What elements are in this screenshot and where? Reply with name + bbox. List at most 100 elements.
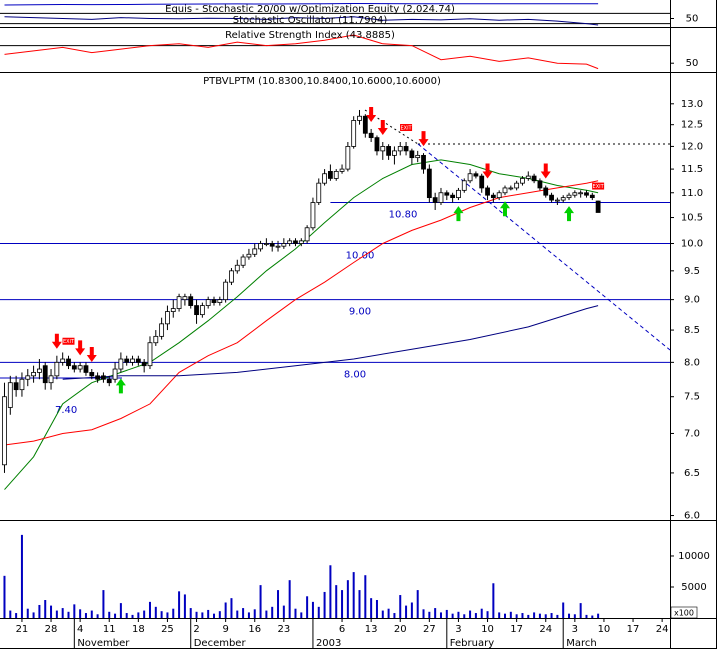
volume-bar [20, 534, 23, 618]
candle-body [124, 358, 130, 363]
candle-body [438, 192, 444, 203]
candle-body [357, 115, 362, 121]
exit-marker [400, 124, 413, 132]
volume-bar [259, 585, 262, 618]
candle-body [316, 182, 322, 203]
volume-bar [405, 605, 408, 618]
candle-body [118, 358, 124, 370]
volume-bar [201, 612, 204, 618]
sell-arrow [86, 347, 97, 363]
candle-body [543, 187, 549, 196]
candle-body [37, 368, 42, 373]
x-tick-label: 13 [365, 624, 378, 635]
volume-bar [556, 614, 559, 618]
x-tick-label: 23 [277, 624, 290, 635]
volume-bar [247, 612, 250, 618]
buy-arrow [564, 206, 575, 222]
volume-bar [480, 608, 483, 618]
volume-bar [370, 598, 373, 618]
volume-bar [329, 565, 332, 618]
level-label: 9.00 [349, 307, 371, 318]
volume-bar [189, 608, 192, 618]
volume-bar [253, 609, 256, 618]
candle-body [502, 187, 508, 194]
candle-body [13, 382, 19, 391]
candle-body [421, 154, 426, 170]
trend-line [417, 143, 671, 351]
candle-body [205, 299, 211, 306]
x-tick-label: 18 [132, 624, 145, 635]
indicator-line [4, 16, 599, 26]
buy-arrow [115, 378, 126, 394]
x-tick-label: 3 [572, 624, 578, 635]
volume-bar [364, 575, 367, 618]
volume-bar [410, 602, 413, 618]
volume-bar [38, 604, 41, 618]
volume-bar [236, 610, 239, 618]
candle-body [426, 168, 432, 199]
y-tick-label: 50 [686, 58, 699, 69]
candle-body [456, 189, 461, 199]
volume-bar [422, 609, 425, 618]
candle-body [595, 200, 601, 213]
x-tick-label: 27 [423, 624, 436, 635]
volume-bar [90, 610, 93, 618]
candle-body [415, 154, 421, 159]
candle-body [584, 192, 589, 196]
y-tick-label: 5000 [681, 582, 706, 593]
y-tick-label: 50 [686, 14, 699, 25]
volume-bar [50, 605, 53, 618]
candle-body [362, 115, 368, 134]
sell-arrow [540, 163, 551, 179]
volume-bar [154, 606, 157, 618]
candle-body [194, 305, 199, 316]
month-label: February [450, 638, 494, 649]
y-tick-label: 6.0 [684, 511, 700, 522]
volume-bar [160, 611, 163, 618]
y-tick-label: 9.5 [684, 266, 700, 277]
volume-bar [26, 608, 29, 618]
candle-body [397, 146, 403, 152]
indicator-title: Relative Strength Index (43.8885) [225, 30, 395, 41]
volume-bar [469, 610, 472, 618]
volume-bar [579, 603, 582, 618]
volume-bar [137, 612, 140, 618]
candle-body [147, 342, 153, 367]
exit-marker [592, 182, 605, 190]
candle-body [246, 253, 252, 258]
candle-body [520, 178, 525, 184]
y-tick-label: 9.0 [684, 295, 700, 306]
candle-body [188, 296, 194, 306]
moving-average [62, 305, 599, 380]
volume-bar [271, 606, 274, 618]
volume-bar [195, 611, 198, 618]
candle-body [83, 365, 89, 373]
exit-label: EXIT [593, 184, 605, 190]
level-label: 10.80 [389, 210, 418, 221]
y-tick-label: 13.0 [681, 99, 703, 110]
volume-bar [306, 596, 309, 618]
candle-body [386, 146, 392, 156]
volume-bar [108, 611, 111, 618]
volume-bar [399, 595, 402, 618]
volume-bar [15, 613, 18, 618]
candle-body [339, 168, 345, 172]
y-tick-label: 8.0 [684, 357, 700, 368]
candle-body [112, 368, 118, 380]
chart-title: PTBVLPTM (10.8300,10.8400,10.6000,10.600… [203, 76, 441, 87]
x-tick-label: 10 [481, 624, 494, 635]
x-tick-label: 10 [598, 624, 611, 635]
x-tick-label: 3 [455, 624, 461, 635]
volume-bar [67, 611, 70, 618]
sell-arrow [366, 106, 377, 122]
volume-bar [381, 610, 384, 618]
x-tick-label: 4 [77, 624, 83, 635]
volume-bar [597, 613, 600, 618]
x-tick-label: 2 [193, 624, 199, 635]
candle-body [275, 245, 281, 248]
volume-bar [96, 614, 99, 618]
x-tick-label: 11 [103, 624, 116, 635]
month-label: March [566, 638, 596, 649]
candle-body [351, 120, 357, 147]
y-tick-label: 10000 [678, 551, 710, 562]
